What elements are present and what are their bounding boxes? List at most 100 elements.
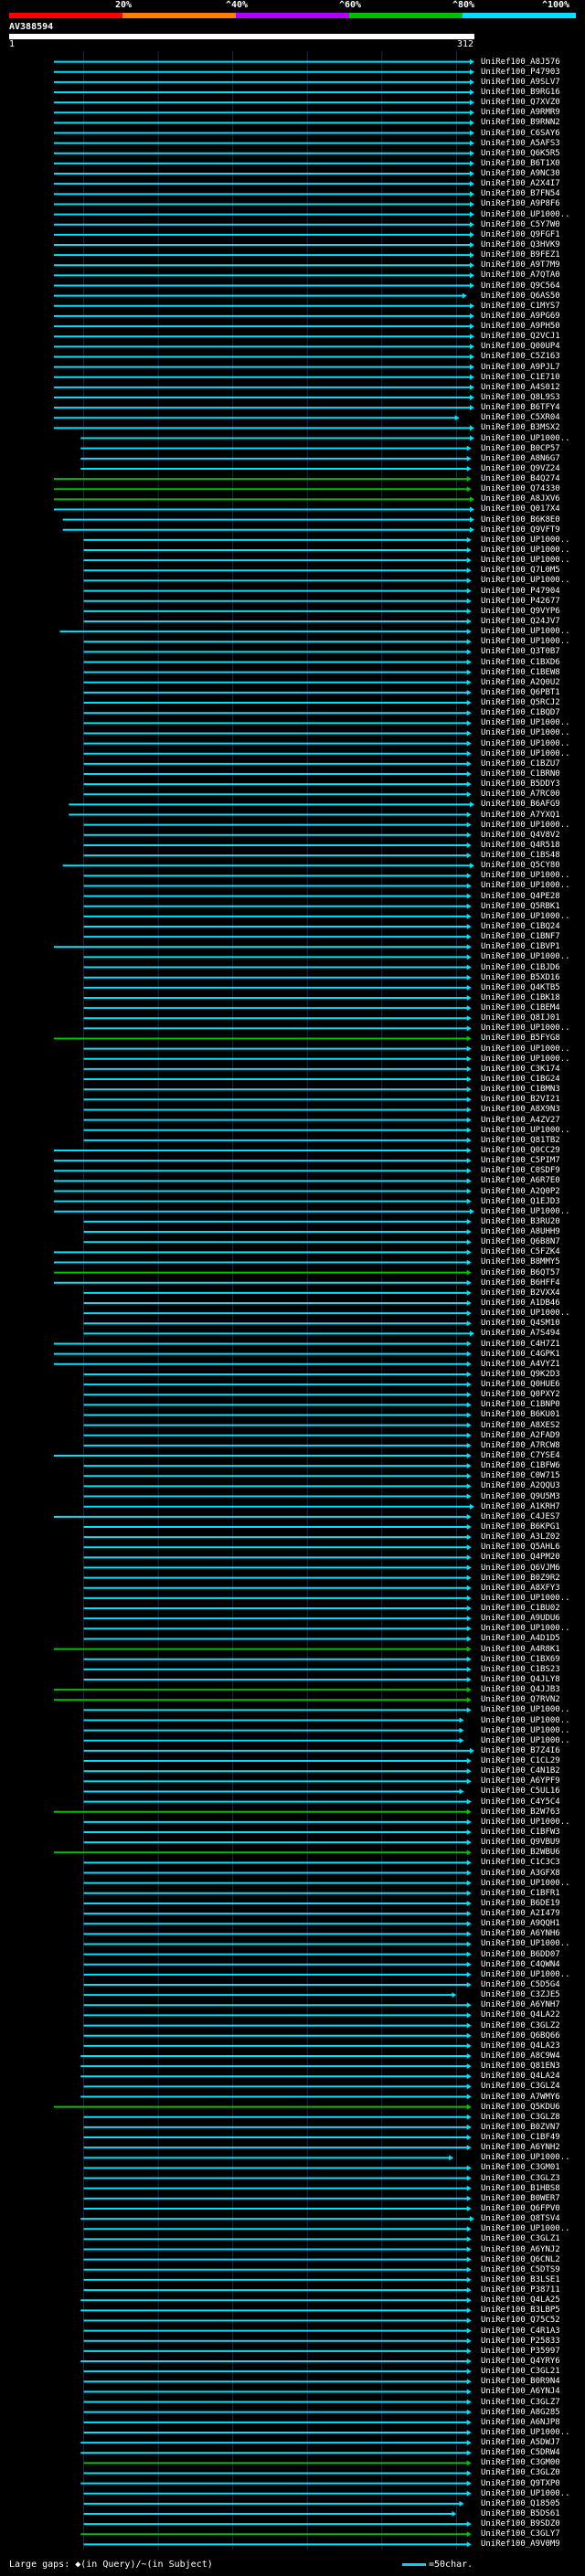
hit-label[interactable]: UniRef100_C1BEM4 [481,1003,560,1013]
hit-label[interactable]: UniRef100_B6T1X0 [481,158,560,168]
hit-label[interactable]: UniRef100_Q4YRY6 [481,2357,560,2366]
hit-label[interactable]: UniRef100_Q81EN3 [481,2062,560,2072]
hit-label[interactable]: UniRef100_A5DWJ7 [481,2438,560,2448]
hit-label[interactable]: UniRef100_UP1000.. [481,1125,570,1135]
hit-label[interactable]: UniRef100_C7YSE4 [481,1451,560,1461]
hit-label[interactable]: UniRef100_B9RG16 [481,87,560,97]
hit-label[interactable]: UniRef100_UP1000.. [481,1023,570,1034]
hit-label[interactable]: UniRef100_B3MSX2 [481,423,560,433]
hit-label[interactable]: UniRef100_Q8IJ01 [481,1013,560,1023]
hit-label[interactable]: UniRef100_C1BX69 [481,1654,560,1664]
hit-label[interactable]: UniRef100_B2WBU6 [481,1848,560,1858]
hit-label[interactable]: UniRef100_Q4LA25 [481,2295,560,2306]
hit-label[interactable]: UniRef100_A6R7E0 [481,1176,560,1186]
hit-label[interactable]: UniRef100_Q75C52 [481,2316,560,2326]
hit-label[interactable]: UniRef100_A8G285 [481,2407,560,2417]
hit-label[interactable]: UniRef100_C3GM01 [481,2163,560,2173]
hit-label[interactable]: UniRef100_Q4PE28 [481,891,560,901]
hit-label[interactable]: UniRef100_A3GFX8 [481,1868,560,1878]
hit-label[interactable]: UniRef100_A9PG69 [481,311,560,321]
hit-label[interactable]: UniRef100_Q9VYP6 [481,606,560,616]
hit-label[interactable]: UniRef100_Q5AHL6 [481,1542,560,1553]
hit-label[interactable]: UniRef100_C6SAY6 [481,128,560,138]
hit-label[interactable]: UniRef100_Q81TB2 [481,1135,560,1145]
hit-label[interactable]: UniRef100_C5DTS9 [481,2264,560,2274]
hit-label[interactable]: UniRef100_Q6AS50 [481,291,560,301]
hit-label[interactable]: UniRef100_Q00UP4 [481,342,560,352]
hit-label[interactable]: UniRef100_A2X4I7 [481,179,560,189]
hit-label[interactable]: UniRef100_Q4JJB3 [481,1685,560,1695]
hit-label[interactable]: UniRef100_B5FYG8 [481,1034,560,1044]
hit-label[interactable]: UniRef100_B6DE19 [481,1898,560,1908]
hit-label[interactable]: UniRef100_C1BQD7 [481,708,560,718]
hit-label[interactable]: UniRef100_A2QQU3 [481,1481,560,1491]
hit-label[interactable]: UniRef100_Q7RVN2 [481,1695,560,1705]
hit-label[interactable]: UniRef100_C4N1B2 [481,1766,560,1776]
hit-label[interactable]: UniRef100_A8N6G7 [481,453,560,463]
hit-label[interactable]: UniRef100_A1KRH7 [481,1501,560,1511]
hit-label[interactable]: UniRef100_A7RC00 [481,790,560,800]
hit-label[interactable]: UniRef100_UP1000.. [481,718,570,728]
hit-label[interactable]: UniRef100_C1BFR1 [481,1888,560,1898]
hit-label[interactable]: UniRef100_Q6PBT1 [481,687,560,697]
hit-label[interactable]: UniRef100_A6YNJ2 [481,2244,560,2254]
hit-label[interactable]: UniRef100_Q18505 [481,2498,560,2508]
hit-label[interactable]: UniRef100_UP1000.. [481,820,570,830]
hit-label[interactable]: UniRef100_B6TFY4 [481,403,560,413]
hit-label[interactable]: UniRef100_Q3T0B7 [481,647,560,657]
hit-label[interactable]: UniRef100_A9NC30 [481,169,560,179]
hit-label[interactable]: UniRef100_UP1000.. [481,952,570,962]
hit-label[interactable]: UniRef100_Q6FPV0 [481,2203,560,2213]
hit-label[interactable]: UniRef100_B6DD07 [481,1949,560,1959]
hit-label[interactable]: UniRef100_C1C3C3 [481,1858,560,1868]
hit-label[interactable]: UniRef100_UP1000.. [481,2224,570,2234]
hit-label[interactable]: UniRef100_Q4PM20 [481,1553,560,1563]
hit-label[interactable]: UniRef100_UP1000.. [481,1206,570,1216]
hit-label[interactable]: UniRef100_Q9VZ24 [481,463,560,473]
hit-label[interactable]: UniRef100_UP1000.. [481,1725,570,1735]
hit-label[interactable]: UniRef100_Q4R518 [481,840,560,850]
hit-label[interactable]: UniRef100_UP1000.. [481,209,570,219]
hit-label[interactable]: UniRef100_B6K8E0 [481,514,560,525]
hit-label[interactable]: UniRef100_B9FEZ1 [481,250,560,260]
hit-label[interactable]: UniRef100_Q3HVK9 [481,239,560,249]
hit-label[interactable]: UniRef100_A9QQH1 [481,1919,560,1929]
hit-label[interactable]: UniRef100_A2Q0P2 [481,1186,560,1196]
hit-label[interactable]: UniRef100_B6KU01 [481,1410,560,1420]
hit-label[interactable]: UniRef100_UP1000.. [481,2488,570,2498]
hit-label[interactable]: UniRef100_UP1000.. [481,911,570,921]
hit-label[interactable]: UniRef100_A6YPF9 [481,1776,560,1786]
hit-label[interactable]: UniRef100_UP1000.. [481,1705,570,1715]
hit-label[interactable]: UniRef100_P35997 [481,2346,560,2356]
hit-label[interactable]: UniRef100_C3GLZ1 [481,2234,560,2244]
hit-label[interactable]: UniRef100_P47903 [481,67,560,77]
hit-label[interactable]: UniRef100_A9V0M9 [481,2539,560,2549]
hit-label[interactable]: UniRef100_A9UDU6 [481,1614,560,1624]
hit-label[interactable]: UniRef100_C1BZU7 [481,758,560,769]
hit-label[interactable]: UniRef100_C4H7Z1 [481,1339,560,1349]
hit-label[interactable]: UniRef100_C3GLZ0 [481,2468,560,2478]
hit-label[interactable]: UniRef100_A8C9W4 [481,2051,560,2061]
hit-label[interactable]: UniRef100_Q74330 [481,484,560,494]
hit-label[interactable]: UniRef100_C3GLY7 [481,2529,560,2539]
hit-label[interactable]: UniRef100_Q4KTB5 [481,982,560,992]
hit-label[interactable]: UniRef100_C1BK18 [481,992,560,1002]
hit-label[interactable]: UniRef100_A3LZ02 [481,1532,560,1542]
hit-label[interactable]: UniRef100_B5XD16 [481,972,560,982]
hit-label[interactable]: UniRef100_C1BNF7 [481,932,560,942]
hit-label[interactable]: UniRef100_C3GLZ3 [481,2173,560,2183]
hit-label[interactable]: UniRef100_UP1000.. [481,2427,570,2437]
hit-label[interactable]: UniRef100_B7Z4I6 [481,1745,560,1755]
hit-label[interactable]: UniRef100_Q5CY80 [481,861,560,871]
hit-label[interactable]: UniRef100_C1BXD6 [481,657,560,667]
hit-label[interactable]: UniRef100_C1BNP0 [481,1400,560,1410]
hit-label[interactable]: UniRef100_UP1000.. [481,738,570,748]
hit-label[interactable]: UniRef100_B3LSE1 [481,2274,560,2284]
hit-label[interactable]: UniRef100_A2FAD9 [481,1430,560,1440]
hit-label[interactable]: UniRef100_UP1000.. [481,1817,570,1827]
hit-label[interactable]: UniRef100_A4D1D5 [481,1634,560,1644]
hit-label[interactable]: UniRef100_UP1000.. [481,535,570,545]
hit-label[interactable]: UniRef100_Q4LA22 [481,2010,560,2020]
hit-label[interactable]: UniRef100_C0W715 [481,1471,560,1481]
hit-label[interactable]: UniRef100_Q7XVZ0 [481,98,560,108]
